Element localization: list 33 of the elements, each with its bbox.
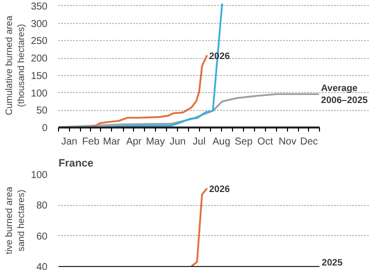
line-series: [92, 54, 208, 128]
line-series: [190, 187, 208, 266]
chart-title: France: [58, 158, 94, 170]
y-axis-title: tive burned area sand hectares): [4, 186, 26, 254]
y-tick-label: 100: [30, 170, 48, 181]
y-tick-label: 250: [30, 36, 48, 48]
y-tick-label: 200: [30, 54, 48, 65]
x-tick-label: Nov: [278, 136, 296, 148]
y-tick-label: 100: [30, 88, 48, 100]
x-tick-label: Jun: [170, 136, 186, 148]
y-tick-label: 50: [36, 106, 48, 117]
x-tick-label: Jul: [192, 136, 206, 148]
x-tick-label: Sep: [234, 136, 254, 148]
y-tick-label: 60: [36, 231, 48, 242]
text: 2025: [322, 258, 343, 268]
annotation: Average 2006–2025: [321, 83, 368, 106]
x-tick-label: Mar: [103, 136, 121, 148]
line-series: [58, 93, 320, 128]
y-tick-label: 40: [36, 262, 48, 270]
y-tick-label: 0: [42, 123, 48, 134]
x-tick-label: Oct: [257, 136, 274, 148]
x-tick-label: Apr: [126, 136, 142, 148]
y-tick-label: 350: [30, 1, 48, 12]
annotation: 2026: [209, 184, 230, 194]
x-tick-label: Feb: [82, 136, 100, 148]
y-axis-title: Cumulative burned area (thousand hectares): [4, 14, 26, 116]
y-tick-label: 80: [36, 200, 48, 212]
x-tick-label: May: [146, 136, 165, 148]
y-tick-label: 300: [30, 18, 48, 30]
x-tick-label: Jan: [61, 136, 78, 148]
y-tick-label: 150: [30, 70, 48, 82]
x-tick-label: Aug: [212, 136, 230, 148]
x-tick-label: Dec: [300, 136, 318, 148]
